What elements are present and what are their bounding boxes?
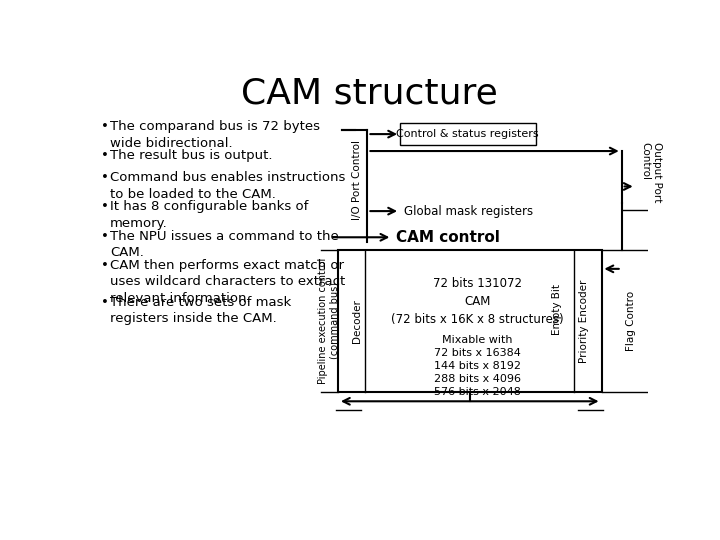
Text: •: •	[101, 171, 109, 184]
Text: I/O Port Control: I/O Port Control	[352, 140, 362, 220]
Text: Flag Contro: Flag Contro	[626, 291, 636, 351]
Text: It has 8 configurable banks of
memory.: It has 8 configurable banks of memory.	[110, 200, 309, 230]
Text: The NPU issues a command to the
CAM.: The NPU issues a command to the CAM.	[110, 230, 339, 259]
Text: •: •	[101, 150, 109, 163]
Text: CAM control: CAM control	[396, 230, 500, 245]
Bar	[400, 123, 536, 145]
Text: Command bus enables instructions
to be loaded to the CAM.: Command bus enables instructions to be l…	[110, 171, 346, 200]
Text: There are two sets of mask
registers inside the CAM.: There are two sets of mask registers ins…	[110, 296, 292, 325]
Text: •: •	[101, 200, 109, 213]
Bar	[338, 249, 601, 392]
Text: Global mask registers: Global mask registers	[404, 205, 533, 218]
Text: CAM structure: CAM structure	[240, 76, 498, 110]
Text: •: •	[101, 296, 109, 309]
Text: •: •	[101, 230, 109, 242]
Text: Output Port
Control: Output Port Control	[640, 143, 662, 203]
Text: •: •	[101, 120, 109, 133]
Text: 72 bits 131072
CAM
(72 bits x 16K x 8 structures): 72 bits 131072 CAM (72 bits x 16K x 8 st…	[391, 277, 564, 326]
Text: Empty Bit: Empty Bit	[552, 284, 562, 335]
Text: The result bus is output.: The result bus is output.	[110, 150, 273, 163]
Text: Priority Encoder: Priority Encoder	[579, 279, 589, 362]
Text: CAM then performs exact match or
uses wildcard characters to extract
relevant in: CAM then performs exact match or uses wi…	[110, 259, 346, 305]
Text: Control & status registers: Control & status registers	[397, 129, 539, 139]
Text: Mixable with
72 bits x 16384
144 bits x 8192
288 bits x 4096
576 bits x 2048: Mixable with 72 bits x 16384 144 bits x …	[434, 335, 521, 397]
Text: Pipeline execution control
(command bus): Pipeline execution control (command bus)	[318, 258, 340, 384]
Text: •: •	[101, 259, 109, 272]
Text: The comparand bus is 72 bytes
wide bidirectional.: The comparand bus is 72 bytes wide bidir…	[110, 120, 320, 150]
Text: Decoder: Decoder	[352, 299, 362, 343]
